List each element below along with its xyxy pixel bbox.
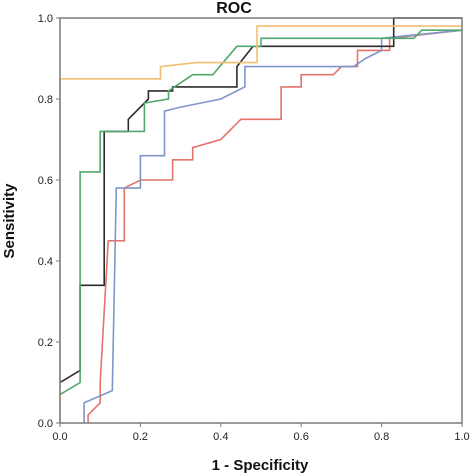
y-axis-label: Sensitivity bbox=[1, 183, 18, 259]
roc-curve-3 bbox=[59, 17, 462, 384]
x-axis-ticks: 0.0 0.2 0.4 0.6 0.8 1.0 bbox=[52, 423, 470, 443]
y-tick-label: 0.4 bbox=[38, 256, 53, 268]
chart-title: ROC bbox=[216, 0, 252, 17]
x-tick-label: 0.2 bbox=[133, 431, 148, 443]
y-tick-label: 0.0 bbox=[38, 418, 53, 430]
roc-curves bbox=[59, 17, 463, 423]
roc-curve-5 bbox=[59, 25, 462, 423]
y-tick-label: 0.2 bbox=[38, 337, 53, 349]
x-tick-label: 0.8 bbox=[374, 431, 389, 443]
x-tick-label: 0.4 bbox=[213, 431, 228, 443]
roc-curve-2 bbox=[83, 29, 463, 423]
roc-curve-4 bbox=[59, 29, 462, 396]
x-axis-label: 1 - Specificity bbox=[212, 457, 309, 474]
y-tick-label: 0.6 bbox=[38, 175, 53, 187]
roc-curve-1 bbox=[87, 29, 463, 423]
x-tick-label: 1.0 bbox=[454, 431, 469, 443]
plot-frame bbox=[59, 17, 463, 424]
x-tick-label: 0.0 bbox=[52, 431, 67, 443]
y-axis-ticks: 0.0 0.2 0.4 0.6 0.8 1.0 bbox=[38, 13, 60, 430]
y-tick-label: 0.8 bbox=[38, 94, 53, 106]
x-tick-label: 0.6 bbox=[294, 431, 309, 443]
y-tick-label: 1.0 bbox=[38, 13, 53, 25]
